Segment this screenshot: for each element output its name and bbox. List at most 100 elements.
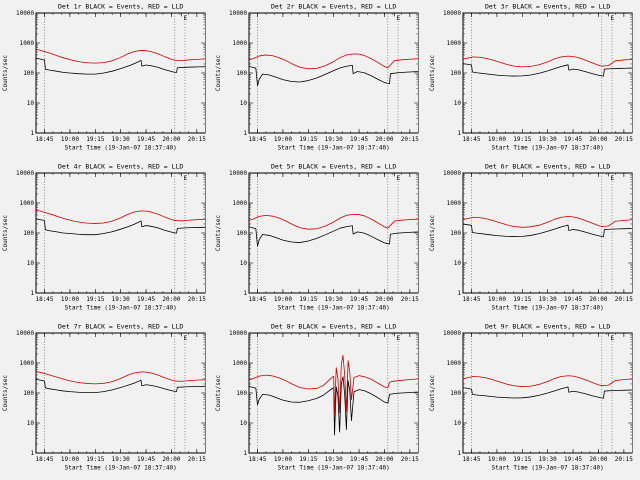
y-tick-label: 1000 xyxy=(233,40,248,47)
x-tick-label: 19:30 xyxy=(325,296,343,303)
y-tick-label: 1 xyxy=(457,130,461,137)
x-tick-label: 19:45 xyxy=(137,456,155,463)
lld-series xyxy=(36,371,206,385)
x-tick-label: 20:00 xyxy=(376,456,394,463)
x-tick-label: 19:45 xyxy=(564,296,582,303)
y-tick-label: 10 xyxy=(27,100,35,107)
lld-series xyxy=(249,213,419,230)
x-tick-label: 19:00 xyxy=(274,136,292,143)
lld-series xyxy=(249,354,419,416)
chart-det-5r: 1 10 100 1000 10000 18:45 19:00 19:15 19:30 19:45… xyxy=(215,163,419,312)
x-tick-label: 18:45 xyxy=(249,456,267,463)
y-tick-label: 1 xyxy=(244,450,248,457)
panel-title: Det 6r BLACK = Events, RED = LLD xyxy=(485,163,610,171)
x-axis-label: Start Time (19-Jan-07 18:37:40) xyxy=(65,465,177,472)
x-tick-label: 19:45 xyxy=(350,456,368,463)
y-tick-label: 100 xyxy=(23,70,34,77)
y-tick-label: 10 xyxy=(453,100,461,107)
panel-title: Det 3r BLACK = Events, RED = LLD xyxy=(485,3,610,11)
panel-title: Det 5r BLACK = Events, RED = LLD xyxy=(271,163,396,171)
panel-title: Det 4r BLACK = Events, RED = LLD xyxy=(58,163,183,171)
y-tick-label: 100 xyxy=(23,230,34,237)
x-tick-label: 18:45 xyxy=(462,136,480,143)
y-tick-label: 10000 xyxy=(229,170,247,177)
x-tick-label: 19:30 xyxy=(538,296,556,303)
detector-panel-6: 1 10 100 1000 10000 18:45 19:00 19:15 19:30 19:45… xyxy=(427,160,640,320)
x-tick-label: 20:00 xyxy=(162,136,180,143)
x-tick-label: 19:00 xyxy=(488,456,506,463)
detector-panel-9: 1 10 100 1000 10000 18:45 19:00 19:15 19:30 19:45… xyxy=(427,320,640,480)
x-tick-label: 19:45 xyxy=(137,136,155,143)
x-tick-label: 19:00 xyxy=(488,296,506,303)
x-tick-label: 20:00 xyxy=(589,456,607,463)
y-tick-label: 10000 xyxy=(443,170,461,177)
y-axis-label: Counts/sec xyxy=(215,215,222,251)
x-tick-label: 20:15 xyxy=(188,136,206,143)
y-tick-label: 100 xyxy=(450,230,461,237)
x-tick-label: 18:45 xyxy=(249,136,267,143)
lld-series xyxy=(462,375,632,387)
y-tick-label: 10000 xyxy=(229,330,247,337)
x-tick-label: 20:15 xyxy=(401,136,419,143)
x-tick-label: 19:15 xyxy=(513,136,531,143)
y-tick-label: 10000 xyxy=(229,10,247,17)
y-tick-label: 1000 xyxy=(233,200,248,207)
events-series xyxy=(462,386,632,399)
lld-series xyxy=(462,216,632,228)
x-tick-label: 20:15 xyxy=(188,296,206,303)
x-tick-label: 19:15 xyxy=(86,136,104,143)
x-tick-label: 19:45 xyxy=(350,296,368,303)
y-tick-label: 10 xyxy=(27,420,35,427)
eclipse-flag-label: E xyxy=(610,335,614,342)
y-tick-label: 1 xyxy=(457,450,461,457)
x-tick-label: 19:15 xyxy=(513,456,531,463)
chart-det-2r: 1 10 100 1000 10000 18:45 19:00 19:15 19:30 19:45… xyxy=(215,3,419,152)
plot-frame xyxy=(462,12,633,134)
x-tick-label: 19:30 xyxy=(112,296,130,303)
y-tick-label: 10 xyxy=(240,260,248,267)
eclipse-flag-label: E xyxy=(184,175,188,182)
y-tick-label: 10 xyxy=(27,260,35,267)
x-tick-label: 19:00 xyxy=(488,136,506,143)
x-tick-label: 20:15 xyxy=(188,456,206,463)
x-tick-label: 19:15 xyxy=(300,296,318,303)
x-tick-label: 18:45 xyxy=(35,456,53,463)
lld-series xyxy=(36,209,206,224)
y-tick-label: 1000 xyxy=(20,200,35,207)
y-tick-label: 1000 xyxy=(20,40,35,47)
y-axis-label: Counts/sec xyxy=(429,375,436,411)
panel-title: Det 7r BLACK = Events, RED = LLD xyxy=(58,323,183,331)
y-tick-label: 1000 xyxy=(446,40,461,47)
eclipse-flag-label: E xyxy=(397,15,401,22)
x-tick-label: 19:15 xyxy=(86,296,104,303)
y-tick-label: 100 xyxy=(23,390,34,397)
x-tick-label: 19:30 xyxy=(325,136,343,143)
x-tick-label: 20:15 xyxy=(401,296,419,303)
y-tick-label: 1000 xyxy=(446,360,461,367)
events-series xyxy=(36,57,206,75)
y-tick-label: 10 xyxy=(453,420,461,427)
y-tick-label: 1 xyxy=(457,290,461,297)
x-tick-label: 19:30 xyxy=(538,456,556,463)
x-tick-label: 19:30 xyxy=(325,456,343,463)
panel-title: Det 1r BLACK = Events, RED = LLD xyxy=(58,3,183,11)
events-series xyxy=(462,223,632,237)
x-tick-label: 19:00 xyxy=(274,296,292,303)
x-tick-label: 19:30 xyxy=(112,136,130,143)
lld-series xyxy=(36,48,206,64)
x-axis-label: Start Time (19-Jan-07 18:37:40) xyxy=(65,305,177,312)
eclipse-flag-label: E xyxy=(610,175,614,182)
x-tick-label: 19:30 xyxy=(112,456,130,463)
x-tick-label: 19:45 xyxy=(564,456,582,463)
x-tick-label: 18:45 xyxy=(462,296,480,303)
x-tick-label: 19:30 xyxy=(538,136,556,143)
x-tick-label: 20:00 xyxy=(589,136,607,143)
eclipse-flag-label: E xyxy=(610,15,614,22)
y-tick-label: 1000 xyxy=(446,200,461,207)
y-tick-label: 100 xyxy=(450,70,461,77)
panel-title: Det 2r BLACK = Events, RED = LLD xyxy=(271,3,396,11)
panel-title: Det 8r BLACK = Events, RED = LLD xyxy=(271,323,396,331)
chart-det-7r: 1 10 100 1000 10000 18:45 19:00 19:15 19:30 19:45… xyxy=(2,323,206,472)
x-tick-label: 20:15 xyxy=(614,136,632,143)
events-series xyxy=(462,63,632,77)
